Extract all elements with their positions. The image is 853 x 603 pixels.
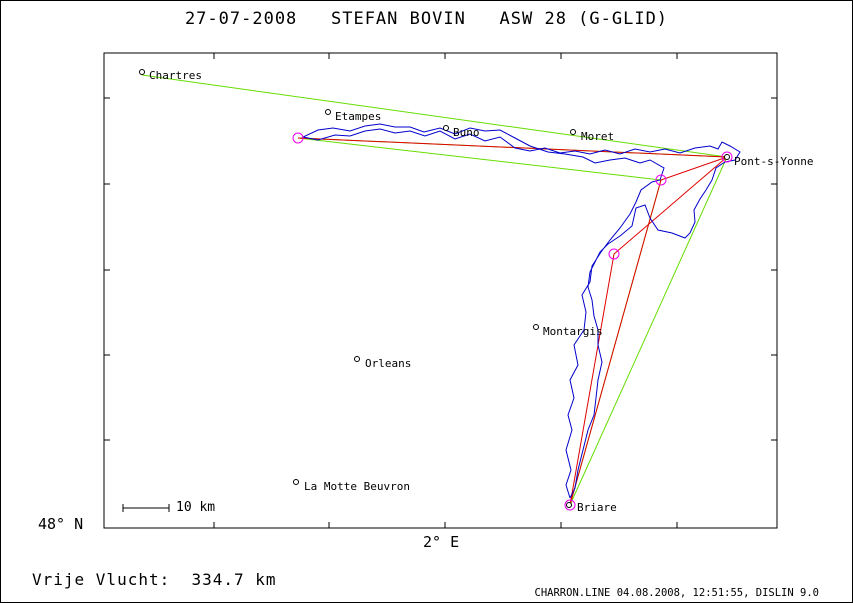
turnpoint-marker	[564, 499, 576, 511]
turnpoint-marker	[655, 174, 667, 186]
turnpoint-marker	[608, 248, 620, 260]
place-marker	[325, 109, 331, 115]
page-title: 27-07-2008 STEFAN BOVIN ASW 28 (G-GLID)	[184, 9, 669, 29]
place-markers	[139, 69, 730, 508]
turnpoints	[292, 132, 733, 511]
turnpoint-marker	[292, 132, 304, 144]
flight-track	[301, 123, 741, 499]
distance-text: Vrije Vlucht: 334.7 km	[32, 570, 277, 589]
place-marker	[139, 69, 145, 75]
place-marker	[354, 356, 360, 362]
turnpoint-marker	[721, 151, 733, 163]
place-marker	[724, 154, 730, 160]
place-label-chartres: Chartres	[149, 69, 202, 82]
scale-bar-label: 10 km	[176, 500, 216, 515]
place-label-etampes: Etampes	[335, 110, 381, 123]
place-label-briare: Briare	[577, 501, 617, 514]
task-green-line	[141, 74, 728, 506]
place-marker	[533, 324, 539, 330]
scale-bar	[122, 504, 170, 512]
place-label-pont-s-yonne: Pont-s-Yonne	[734, 155, 813, 168]
task-red-line	[297, 137, 728, 506]
footer-credit: CHARRON.LINE 04.08.2008, 12:51:55, DISLI…	[534, 587, 819, 599]
latitude-label: 48° N	[38, 515, 84, 533]
place-label-orleans: Orleans	[365, 357, 411, 370]
place-marker	[443, 125, 449, 131]
axis-ticks	[104, 53, 777, 528]
place-label-buno: Buno	[453, 126, 480, 139]
place-marker	[570, 129, 576, 135]
place-label-montargis: Montargis	[543, 325, 603, 338]
place-marker	[293, 479, 299, 485]
longitude-label: 2° E	[423, 533, 460, 551]
place-label-la-motte-beuvron: La Motte Beuvron	[304, 480, 410, 493]
place-marker	[566, 502, 572, 508]
place-label-moret: Moret	[581, 130, 614, 143]
map-frame	[103, 52, 778, 529]
